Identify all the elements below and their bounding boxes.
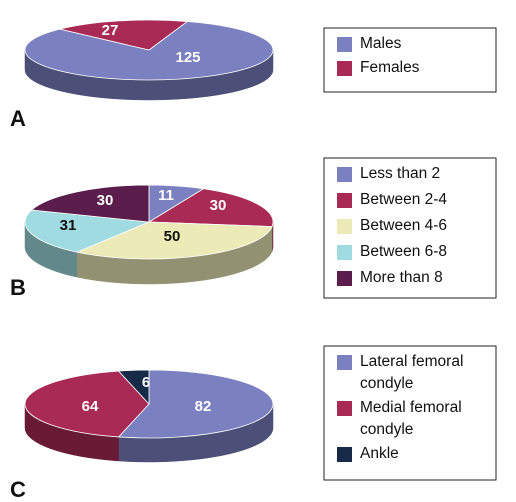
legend-label: condyle — [360, 375, 413, 392]
legend-item: Lateral femoral condyle — [337, 353, 463, 392]
legend-label: Between 6-8 — [360, 243, 447, 260]
pie-slice-a-1 — [59, 19, 189, 51]
legend-label: Medial femoral — [360, 399, 462, 416]
legend-swatch — [337, 401, 352, 416]
legend-item: More than 8 — [337, 269, 443, 286]
slice-value-label: 125 — [175, 49, 200, 66]
slice-value-label: 31 — [60, 217, 77, 234]
slice-value-label: 6 — [142, 374, 150, 391]
pie-slice-b-1 — [147, 188, 274, 227]
pie-slice-b-4 — [30, 184, 150, 223]
slice-value-label: 30 — [97, 192, 114, 209]
legend-swatch — [337, 219, 352, 234]
pie-slice-c-1 — [24, 370, 150, 438]
legend-swatch — [337, 61, 352, 76]
legend-swatch — [337, 271, 352, 286]
slice-value-label: 82 — [195, 398, 212, 415]
legend-item: Between 4-6 — [337, 217, 447, 234]
legend-item: Males — [337, 35, 402, 52]
legend-swatch — [337, 245, 352, 260]
legend-label: Between 4-6 — [360, 217, 447, 234]
legend-label: Lateral femoral — [360, 353, 463, 370]
pie-slice-c-2 — [117, 369, 150, 406]
panel-label: A — [10, 106, 26, 131]
panel-label: C — [10, 477, 26, 502]
pie-chart-b: 11 30 50 31 30 Less than 2 Between 2-4 Between … — [10, 157, 497, 300]
legend-item: Between 6-8 — [337, 243, 447, 260]
pie-slice-a-0 — [24, 21, 274, 81]
legend-label: Females — [360, 59, 420, 76]
legend-a: Males Females — [323, 27, 497, 93]
legend-label: More than 8 — [360, 269, 443, 286]
slice-value-label: 64 — [82, 398, 99, 415]
pie-slice-c-0 — [117, 369, 274, 439]
legend-swatch — [337, 447, 352, 462]
legend-swatch — [337, 167, 352, 182]
legend-item: Medial femoral condyle — [337, 399, 462, 438]
legend-item: Less than 2 — [337, 165, 440, 182]
legend-item: Ankle — [337, 445, 399, 462]
legend-swatch — [337, 37, 352, 52]
legend-label: condyle — [360, 421, 413, 438]
legend-b: Less than 2 Between 2-4 Between 4-6 Between… — [323, 157, 497, 299]
legend-c: Lateral femoral condyle Medial femoral cond… — [323, 345, 497, 481]
pie-slice-b-3 — [24, 209, 150, 253]
slice-value-label: 11 — [158, 187, 174, 204]
slice-value-label: 30 — [210, 197, 227, 214]
slice-value-label: 50 — [164, 228, 181, 245]
legend-box — [323, 345, 497, 481]
pie-chart-a: 125 27 Males Females A — [10, 19, 497, 131]
legend-label: Less than 2 — [360, 165, 440, 182]
legend-label: Ankle — [360, 445, 399, 462]
legend-label: Males — [360, 35, 402, 52]
pie-slice-b-2 — [75, 221, 273, 260]
legend-label: Between 2-4 — [360, 191, 447, 208]
legend-box — [323, 27, 497, 93]
legend-box — [323, 157, 497, 299]
legend-swatch — [337, 193, 352, 208]
panel-label: B — [10, 275, 26, 300]
legend-item: Females — [337, 59, 420, 76]
legend-item: Between 2-4 — [337, 191, 447, 208]
legend-swatch — [337, 355, 352, 370]
slice-value-label: 27 — [102, 22, 119, 39]
